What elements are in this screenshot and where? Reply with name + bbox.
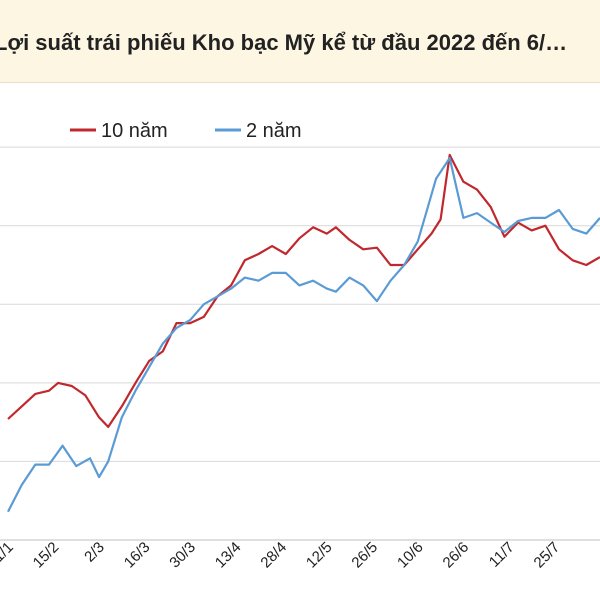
x-tick-label: 15/2 [30, 539, 63, 572]
x-tick-label: 26/6 [440, 539, 473, 572]
series-line-1 [7, 157, 600, 513]
x-axis: 31/1 15/2 2/3 16/3 30/3 13/4 28/4 12/5 26/5 10/6 2… [0, 539, 600, 572]
x-tick-label: 10/6 [394, 539, 427, 572]
gridlines [0, 146, 600, 541]
series-line-0 [7, 153, 600, 428]
x-tick-label: 26/5 [348, 539, 381, 572]
x-tick-label: 28/4 [257, 539, 290, 572]
legend-label-2-nam: 2 năm [246, 120, 302, 142]
x-tick-label: 2/3 [81, 539, 108, 566]
x-tick-label: 11/7 [486, 539, 518, 571]
chart-title: Lợi suất trái phiếu Kho bạc Mỹ kể từ đầu… [0, 30, 568, 55]
x-tick-label: 31/1 [0, 539, 17, 572]
series-lines [7, 153, 600, 513]
legend: 10 năm 2 năm [70, 120, 302, 142]
title-bar: Lợi suất trái phiếu Kho bạc Mỹ kể từ đầu… [0, 0, 600, 83]
x-tick-label: 25/7 [531, 539, 564, 572]
x-tick-label: 30/3 [166, 539, 199, 572]
x-tick-label: 12/5 [303, 539, 336, 572]
legend-label-10-nam: 10 năm [101, 120, 168, 142]
x-tick-label: 13/4 [212, 539, 245, 572]
x-tick-label: 16/3 [121, 539, 154, 572]
